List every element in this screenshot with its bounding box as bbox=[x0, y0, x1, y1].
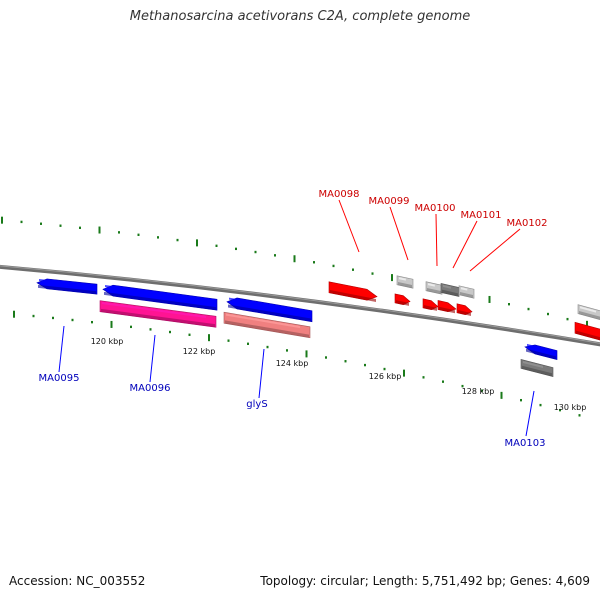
gene-label-ma0100[interactable]: MA0100 bbox=[415, 203, 456, 214]
topology-label: Topology: bbox=[260, 574, 317, 588]
gene-arrow-forward-edge[interactable] bbox=[574, 321, 600, 341]
gene-leader-line bbox=[58, 325, 65, 373]
gene-leader-line bbox=[258, 348, 265, 399]
gene-label-ma0103[interactable]: MA0103 bbox=[505, 438, 546, 449]
genes-label: Genes: bbox=[509, 574, 552, 588]
accession-line: Accession: NC_003552 bbox=[9, 574, 145, 588]
rna-bar-glys[interactable] bbox=[223, 311, 311, 339]
scale-label: 122 kbp bbox=[183, 347, 216, 356]
length-label: Length: bbox=[372, 574, 419, 588]
gene-label-glys[interactable]: glyS bbox=[246, 399, 267, 410]
gene-leader-line bbox=[525, 390, 535, 437]
genome-backbone bbox=[0, 264, 600, 347]
gene-arrow-ma0100[interactable] bbox=[422, 298, 439, 311]
gene-arrow-ma0103[interactable] bbox=[524, 343, 558, 360]
accession-label: Accession: bbox=[9, 574, 73, 588]
feature-bar-gray[interactable] bbox=[425, 281, 443, 295]
gene-leader-line bbox=[469, 228, 521, 272]
gene-label-ma0098[interactable]: MA0098 bbox=[319, 189, 360, 200]
feature-bar-dark-gray[interactable] bbox=[440, 283, 460, 297]
scale-label: 130 kbp bbox=[554, 403, 587, 412]
gene-arrow-ma0096[interactable] bbox=[102, 284, 218, 311]
gene-leader-line bbox=[452, 220, 478, 269]
gene-arrow-ma0102[interactable] bbox=[456, 303, 473, 317]
gene-leader-line bbox=[149, 334, 156, 383]
gene-leader-line bbox=[389, 206, 409, 261]
gene-label-ma0101[interactable]: MA0101 bbox=[461, 210, 502, 221]
tick-track-lower bbox=[13, 310, 581, 417]
gene-arrow-ma0101[interactable] bbox=[437, 300, 457, 314]
map-title: Methanosarcina acetivorans C2A, complete… bbox=[129, 9, 471, 24]
genome-backbone-highlight bbox=[0, 265, 600, 344]
scale-label: 128 kbp bbox=[462, 387, 495, 396]
scale-label: 124 kbp bbox=[276, 359, 309, 368]
gene-arrow-ma0099[interactable] bbox=[394, 293, 411, 306]
gene-arrow-ma0098[interactable] bbox=[328, 281, 378, 303]
gene-arrow-glys[interactable] bbox=[226, 297, 313, 323]
genes-value: 4,609 bbox=[555, 574, 590, 588]
genome-summary: Topology: circular; Length: 5,751,492 bp… bbox=[260, 574, 590, 588]
gene-leader-line bbox=[338, 199, 360, 253]
gene-leader-line bbox=[435, 213, 438, 267]
scale-label: 120 kbp bbox=[91, 337, 124, 346]
rna-bar-ma0096[interactable] bbox=[99, 300, 217, 328]
feature-bar-gray[interactable] bbox=[458, 285, 475, 299]
gene-label-ma0096[interactable]: MA0096 bbox=[130, 383, 171, 394]
feature-bar-gray[interactable] bbox=[577, 304, 600, 322]
accession-value: NC_003552 bbox=[76, 574, 146, 588]
gene-label-ma0102[interactable]: MA0102 bbox=[507, 218, 548, 229]
gene-label-ma0095[interactable]: MA0095 bbox=[39, 373, 80, 384]
gene-label-ma0099[interactable]: MA0099 bbox=[369, 196, 410, 207]
feature-bar-dark-gray[interactable] bbox=[520, 359, 554, 377]
length-value: 5,751,492 bp bbox=[421, 574, 502, 588]
scale-label: 126 kbp bbox=[369, 372, 402, 381]
feature-bar-gray[interactable] bbox=[396, 275, 414, 289]
gene-arrow-ma0095[interactable] bbox=[36, 278, 98, 295]
topology-value: circular bbox=[320, 574, 365, 588]
